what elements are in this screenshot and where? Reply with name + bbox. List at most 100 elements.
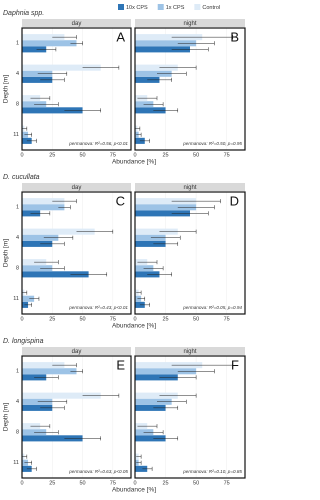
y-tick-label: 8: [16, 430, 19, 436]
bar: [22, 64, 101, 71]
bar: [135, 368, 197, 375]
strip: [135, 19, 245, 27]
bar: [22, 392, 101, 399]
panel-border: [134, 27, 246, 151]
legend-label: 1x CPS: [166, 5, 185, 11]
bar: [22, 265, 53, 272]
y-axis-label: Depth [m]: [3, 75, 10, 103]
x-tick-label: 0: [20, 152, 23, 158]
bar: [22, 362, 65, 369]
bar: [22, 240, 53, 247]
panel-border: [134, 191, 246, 315]
x-axis-label: Abundance [%]: [112, 159, 156, 166]
x-tick-label: 25: [162, 152, 168, 158]
bar: [22, 204, 65, 211]
annotation: permanova: R²=0.56, p<0.01: [68, 141, 128, 146]
bar: [22, 234, 59, 241]
strip: [135, 183, 245, 191]
x-tick-label: 50: [193, 316, 199, 322]
bar: [135, 392, 178, 399]
bar: [135, 64, 178, 71]
x-tick-label: 0: [133, 480, 136, 486]
panel-border: [21, 355, 132, 479]
bar: [135, 240, 166, 247]
bar: [135, 40, 197, 47]
strip: [22, 183, 131, 191]
legend-label: 10x CPS: [126, 5, 148, 11]
legend-label: Control: [202, 5, 220, 11]
annotation: permanova: R²=0.63, p<0.05: [68, 469, 128, 474]
strip-label: night: [183, 185, 196, 191]
x-tick-label: 75: [110, 316, 116, 322]
y-tick-label: 1: [16, 205, 19, 211]
panel-letter: B: [230, 29, 239, 44]
bar: [135, 465, 148, 472]
panel-border: [21, 191, 132, 315]
bar: [135, 435, 166, 442]
x-tick-label: 25: [49, 316, 55, 322]
y-tick-label: 11: [13, 296, 19, 302]
annotation: permanova: R²=0.43, p<0.01: [68, 305, 128, 310]
bar: [22, 34, 65, 41]
annotation: permanova: R²=0.05, p=0.94: [182, 305, 242, 310]
bar: [22, 295, 35, 302]
bar: [135, 362, 203, 369]
panel-letter: E: [116, 357, 125, 372]
x-tick-label: 25: [49, 152, 55, 158]
panel-title: D. longispina: [3, 338, 44, 345]
bar: [22, 46, 47, 53]
bar: [22, 198, 65, 205]
strip-label: night: [183, 21, 196, 27]
bar: [135, 70, 172, 77]
x-tick-label: 75: [110, 480, 116, 486]
bar: [135, 46, 190, 53]
figure: 10x CPS 1x CPS Control Daphnia spp. day 0 25 50…: [3, 4, 246, 494]
bar: [135, 210, 190, 217]
bar: [22, 398, 53, 405]
y-tick-label: 8: [16, 102, 19, 108]
x-tick-label: 75: [110, 152, 116, 158]
x-tick-label: 75: [224, 152, 230, 158]
bar: [135, 198, 197, 205]
bar: [22, 228, 95, 235]
panel-letter: D: [230, 193, 239, 208]
panel-letter: F: [231, 357, 239, 372]
x-tick-label: 25: [162, 480, 168, 486]
x-tick-label: 50: [79, 316, 85, 322]
annotation: permanova: R²=0.50, p=0.95: [182, 141, 242, 146]
x-tick-label: 0: [20, 316, 23, 322]
x-tick-label: 0: [133, 152, 136, 158]
strip: [22, 347, 131, 355]
bar: [135, 34, 203, 41]
x-tick-label: 25: [162, 316, 168, 322]
x-axis-label: Abundance [%]: [112, 323, 156, 330]
x-axis-label: Abundance [%]: [112, 487, 156, 494]
bar: [22, 368, 77, 375]
y-tick-label: 11: [13, 132, 19, 138]
y-axis-label: Depth [m]: [3, 239, 10, 267]
y-tick-label: 4: [16, 399, 19, 405]
x-tick-label: 50: [193, 152, 199, 158]
legend-swatch: [118, 4, 124, 10]
x-tick-label: 75: [224, 480, 230, 486]
panel-border: [134, 355, 246, 479]
legend-swatch: [157, 4, 164, 10]
bar: [135, 107, 166, 114]
panel-title: D. cucullata: [3, 174, 40, 181]
strip: [135, 347, 245, 355]
y-axis-label: Depth [m]: [3, 403, 10, 431]
y-tick-label: 1: [16, 41, 19, 47]
bar: [135, 398, 172, 405]
bar: [22, 271, 89, 278]
bar: [22, 40, 77, 47]
y-tick-label: 11: [13, 460, 19, 466]
x-tick-label: 25: [49, 480, 55, 486]
bar: [22, 435, 83, 442]
bar: [135, 234, 166, 241]
panel-border: [21, 27, 132, 151]
bar: [22, 76, 53, 83]
y-tick-label: 8: [16, 266, 19, 272]
bar: [135, 374, 178, 381]
y-tick-label: 1: [16, 369, 19, 375]
y-tick-label: 4: [16, 235, 19, 241]
